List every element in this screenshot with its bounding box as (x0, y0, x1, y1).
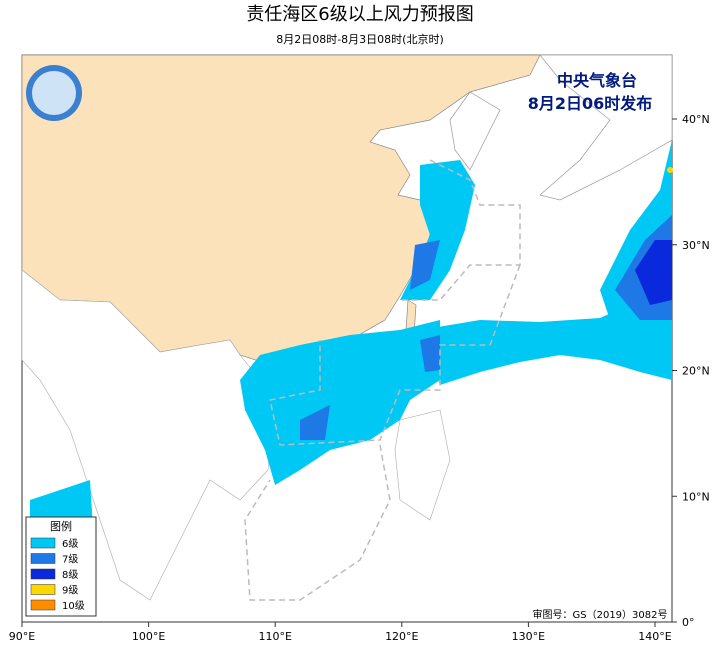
logo (26, 65, 82, 121)
legend-label: 9级 (62, 585, 78, 597)
philippines (394, 409, 451, 521)
wind-area-7 (300, 240, 440, 440)
legend-label: 8级 (62, 569, 78, 581)
lon-tick-label: 90°E (9, 630, 35, 643)
legend-swatch (30, 599, 56, 611)
legend-box (25, 516, 97, 617)
wind-area-9 (667, 167, 673, 173)
lon-tick-label: 100°E (132, 630, 165, 643)
logo-inner (32, 71, 76, 115)
lon-tick-label: 140°E (638, 630, 671, 643)
lat-tick-label: 40°N (682, 113, 710, 126)
map (21, 54, 673, 623)
wind-area-8 (635, 240, 672, 305)
legend-swatch (30, 568, 56, 580)
lon-tick-label: 110°E (258, 630, 291, 643)
axis-ticks: 90°E 100°E 110°E 120°E 130°E 140°E 0° 10°N 20°N 3… (9, 113, 710, 643)
legend-title: 图例 (50, 519, 72, 533)
indochina (21, 269, 273, 601)
issue-time: 8月2日06时发布 (528, 94, 653, 113)
lat-tick-label: 10°N (682, 490, 710, 503)
legend-label: 7级 (62, 554, 78, 566)
legend: 图例 6级 7级 8级 9级 10级 (25, 516, 97, 617)
lat-tick-label: 0° (682, 616, 695, 629)
lon-tick-label: 120°E (385, 630, 418, 643)
subtitle: 8月2日08时-8月3日08时(北京时) (276, 32, 444, 46)
legend-label: 10级 (62, 600, 85, 612)
legend-label: 6级 (62, 538, 78, 550)
lat-tick-label: 20°N (682, 365, 710, 378)
sea-area-boundaries (244, 159, 521, 601)
japan (539, 54, 673, 201)
legend-swatch (30, 584, 56, 595)
lon-tick-label: 130°E (512, 630, 545, 643)
title: 责任海区6级以上风力预报图 (246, 4, 473, 25)
lat-tick-label: 30°N (682, 239, 710, 252)
legend-swatch (30, 537, 56, 549)
wind-area-6 (420, 290, 672, 385)
korea (449, 91, 501, 171)
review-number: 审图号：GS（2019）3082号 (533, 608, 668, 621)
legend-swatch (30, 553, 56, 564)
issuer-agency: 中央气象台 (557, 71, 637, 90)
